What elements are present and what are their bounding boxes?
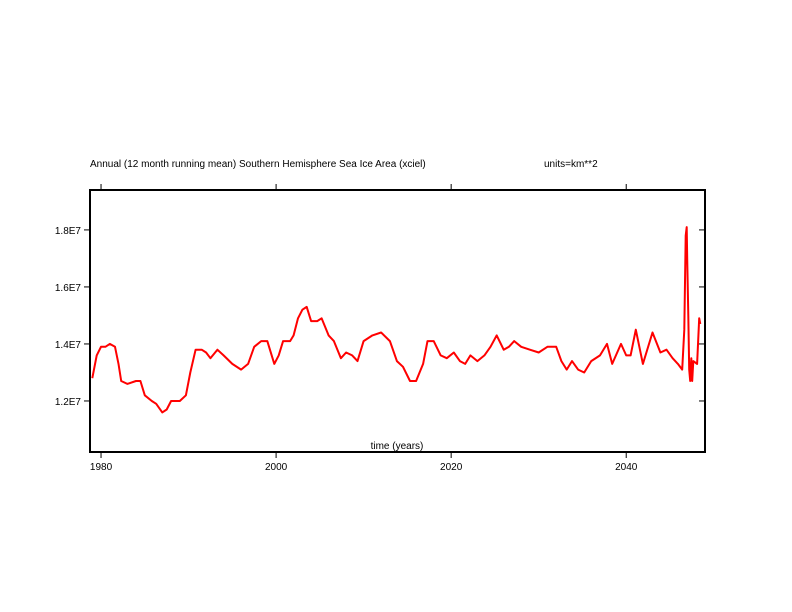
y-tick-label: 1.4E7 <box>55 340 82 351</box>
x-tick-label: 2000 <box>265 462 288 473</box>
y-tick-label: 1.8E7 <box>55 226 82 237</box>
y-tick-label: 1.2E7 <box>55 397 82 408</box>
units-label: units=km**2 <box>544 159 598 170</box>
x-tick-label: 1980 <box>90 462 113 473</box>
series-line <box>91 226 702 414</box>
chart-title: Annual (12 month running mean) Southern … <box>90 159 426 170</box>
x-tick-label: 2040 <box>615 462 638 473</box>
plot-frame <box>89 189 706 453</box>
y-tick-label: 1.6E7 <box>55 283 82 294</box>
x-axis-label: time (years) <box>371 441 424 452</box>
x-tick-label: 2020 <box>440 462 463 473</box>
